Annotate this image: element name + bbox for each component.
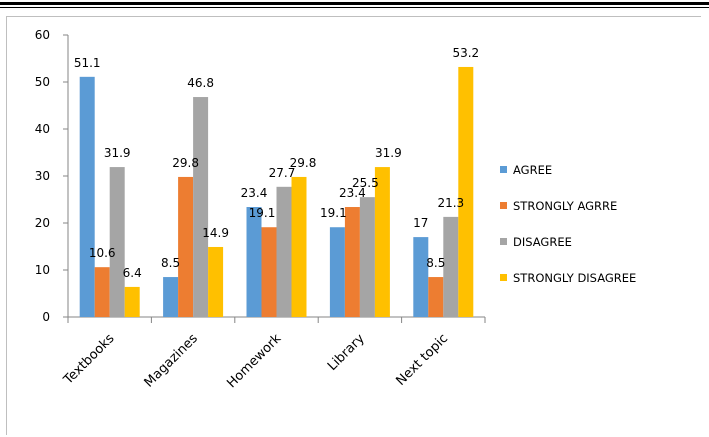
bar-agree-library bbox=[329, 227, 345, 317]
legend-swatch bbox=[500, 166, 507, 173]
data-label: 14.9 bbox=[202, 226, 229, 240]
bar-strongly-disagree-textbooks bbox=[124, 286, 140, 317]
category-label: Library bbox=[325, 331, 368, 374]
bar-agree-next-topic bbox=[413, 237, 429, 317]
data-label: 27.7 bbox=[269, 166, 296, 180]
bar-strongly-disagree-magazines bbox=[208, 246, 224, 317]
bar-agree-homework bbox=[246, 207, 262, 317]
data-label: 23.4 bbox=[339, 186, 366, 200]
data-label: 10.6 bbox=[89, 246, 116, 260]
data-label: 29.8 bbox=[290, 156, 317, 170]
bars bbox=[79, 66, 474, 318]
data-label: 6.4 bbox=[123, 266, 142, 280]
bar-disagree-magazines bbox=[193, 97, 209, 317]
data-label: 8.5 bbox=[426, 256, 445, 270]
data-label: 23.4 bbox=[241, 186, 268, 200]
y-tick-label: 10 bbox=[35, 263, 50, 277]
category-label: Magazines bbox=[142, 331, 201, 390]
data-label: 53.2 bbox=[452, 46, 479, 60]
y-tick-label: 20 bbox=[35, 216, 50, 230]
chart-frame bbox=[6, 16, 701, 435]
bar-agree-textbooks bbox=[79, 76, 95, 317]
top-rule-thick bbox=[0, 2, 709, 5]
bar-strongly-agrre-textbooks bbox=[94, 267, 110, 317]
y-tick-label: 30 bbox=[35, 169, 50, 183]
category-label: Next topic bbox=[394, 331, 452, 389]
bar-strongly-agrre-homework bbox=[261, 227, 277, 317]
bar-disagree-next-topic bbox=[443, 216, 459, 317]
data-label: 19.1 bbox=[249, 206, 276, 220]
data-label: 31.9 bbox=[375, 146, 402, 160]
category-labels: Textbooks Magazines Homework Library Next to… bbox=[60, 331, 451, 391]
bar-disagree-textbooks bbox=[109, 167, 125, 317]
bar-agree-magazines bbox=[163, 277, 179, 317]
data-label: 29.8 bbox=[172, 156, 199, 170]
data-label: 19.1 bbox=[320, 206, 347, 220]
data-label: 8.5 bbox=[161, 256, 180, 270]
legend-swatch bbox=[500, 274, 507, 281]
y-tick-label: 60 bbox=[35, 28, 50, 42]
y-tick-label: 0 bbox=[42, 310, 50, 324]
legend-label: STRONGLY DISAGREE bbox=[513, 271, 636, 285]
legend-label: AGREE bbox=[513, 163, 552, 177]
top-rule-thin bbox=[0, 7, 709, 8]
data-label: 46.8 bbox=[187, 76, 214, 90]
legend-label: STRONGLY AGRRE bbox=[513, 199, 617, 213]
data-labels: 51.1 10.6 31.9 6.4 8.5 29.8 46.8 14.9 23.4 19.1 27… bbox=[74, 46, 479, 280]
data-label: 17 bbox=[413, 216, 428, 230]
data-label: 31.9 bbox=[104, 146, 131, 160]
bar-strongly-agrre-library bbox=[344, 207, 360, 317]
bar-strongly-agrre-next-topic bbox=[428, 277, 444, 317]
legend-swatch bbox=[500, 238, 507, 245]
data-label: 25.5 bbox=[352, 176, 379, 190]
legend-label: DISAGREE bbox=[513, 235, 572, 249]
category-label: Homework bbox=[224, 331, 284, 391]
bar-disagree-homework bbox=[276, 186, 292, 317]
y-tick-label: 40 bbox=[35, 122, 50, 136]
bar-strongly-agrre-magazines bbox=[178, 176, 194, 317]
category-label: Textbooks bbox=[60, 331, 117, 388]
bar-strongly-disagree-homework bbox=[291, 176, 307, 317]
data-label: 21.3 bbox=[437, 196, 464, 210]
bar-strongly-disagree-next-topic bbox=[458, 66, 474, 318]
bar-disagree-library bbox=[359, 197, 375, 317]
y-tick-label: 50 bbox=[35, 75, 50, 89]
data-label: 51.1 bbox=[74, 56, 101, 70]
legend-swatch bbox=[500, 202, 507, 209]
bar-strongly-disagree-library bbox=[374, 167, 390, 317]
legend: AGREE STRONGLY AGRRE DISAGREE STRONGLY DISA… bbox=[500, 163, 636, 285]
